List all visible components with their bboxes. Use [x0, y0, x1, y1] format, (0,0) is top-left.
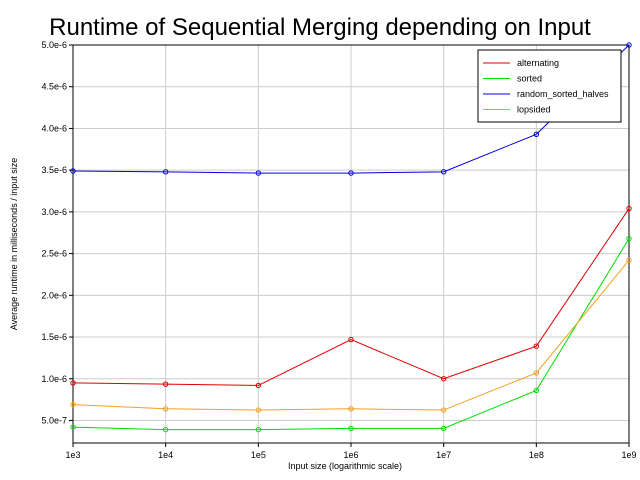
- series-alternating: [70, 205, 632, 389]
- y-tick-label: 1.0e-6: [41, 374, 67, 384]
- series-random-sorted-halves: [70, 42, 632, 176]
- data-point: [348, 406, 354, 412]
- legend-entry: random_sorted_halves: [483, 89, 609, 99]
- y-tick-label: 4.5e-6: [41, 82, 67, 92]
- data-point: [70, 380, 76, 386]
- data-point: [255, 426, 262, 433]
- data-point: [440, 407, 447, 413]
- legend-label: random_sorted_halves: [517, 89, 609, 99]
- series-line: [72, 259, 630, 411]
- axes: 1e3 1e4 1e5 1e6 1e7 1e8 1e9 5.0e-7 1.0e-6 1.5e-6 2…: [41, 40, 636, 460]
- data-point: [626, 235, 632, 242]
- data-point: [626, 42, 632, 48]
- y-tick-label: 2.0e-6: [41, 290, 67, 300]
- data-point: [533, 343, 540, 349]
- x-tick-label: 1e7: [436, 450, 451, 460]
- data-point: [162, 169, 169, 175]
- data-point: [255, 170, 262, 176]
- x-tick-label: 1e9: [621, 450, 636, 460]
- y-tick-label: 5.0e-7: [41, 415, 67, 425]
- legend-label: sorted: [517, 74, 542, 84]
- legend-entry: lopsided: [483, 105, 551, 115]
- data-point: [162, 426, 169, 433]
- data-point: [348, 336, 354, 343]
- series-sorted: [70, 235, 632, 433]
- data-point: [162, 406, 169, 412]
- y-tick-label: 4.0e-6: [41, 123, 67, 133]
- data-point: [626, 257, 632, 263]
- legend-label: lopsided: [517, 105, 551, 115]
- y-tick-label: 2.5e-6: [41, 249, 67, 259]
- data-point: [533, 370, 540, 376]
- legend: alternating sorted random_sorted_halveslop…: [477, 49, 622, 123]
- data-point: [70, 401, 76, 408]
- series-line: [72, 238, 630, 431]
- y-axis-label: Average runtime in milliseconds / input …: [9, 158, 19, 330]
- data-point: [626, 205, 632, 212]
- series-layer: [70, 42, 632, 433]
- y-tick-label: 3.5e-6: [41, 165, 67, 175]
- series-line: [72, 44, 630, 174]
- legend-entry: sorted: [483, 74, 542, 84]
- x-tick-label: 1e6: [343, 450, 358, 460]
- y-tick-label: 3.0e-6: [41, 207, 67, 217]
- data-point: [348, 425, 354, 432]
- data-point: [440, 169, 447, 175]
- y-tick-label: 1.5e-6: [41, 332, 67, 342]
- chart-title: Runtime of Sequential Merging depending …: [49, 14, 591, 41]
- legend-entry: alternating: [483, 58, 559, 68]
- data-point: [255, 382, 262, 389]
- data-point: [533, 131, 540, 137]
- data-point: [70, 424, 76, 430]
- data-point: [440, 376, 447, 382]
- x-tick-label: 1e5: [251, 450, 266, 460]
- x-tick-label: 1e8: [529, 450, 544, 460]
- series-line: [72, 208, 630, 386]
- data-point: [70, 168, 76, 174]
- y-tick-label: 5.0e-6: [41, 40, 67, 50]
- x-tick-label: 1e4: [158, 450, 173, 460]
- data-point: [348, 170, 354, 176]
- data-point: [533, 387, 540, 394]
- x-axis-label: Input size (logarithmic scale): [288, 461, 402, 471]
- series-lopsided: [70, 257, 632, 413]
- legend-label: alternating: [517, 58, 559, 68]
- data-point: [162, 381, 169, 387]
- data-point: [440, 425, 447, 432]
- x-tick-label: 1e3: [65, 450, 80, 460]
- data-point: [255, 407, 262, 413]
